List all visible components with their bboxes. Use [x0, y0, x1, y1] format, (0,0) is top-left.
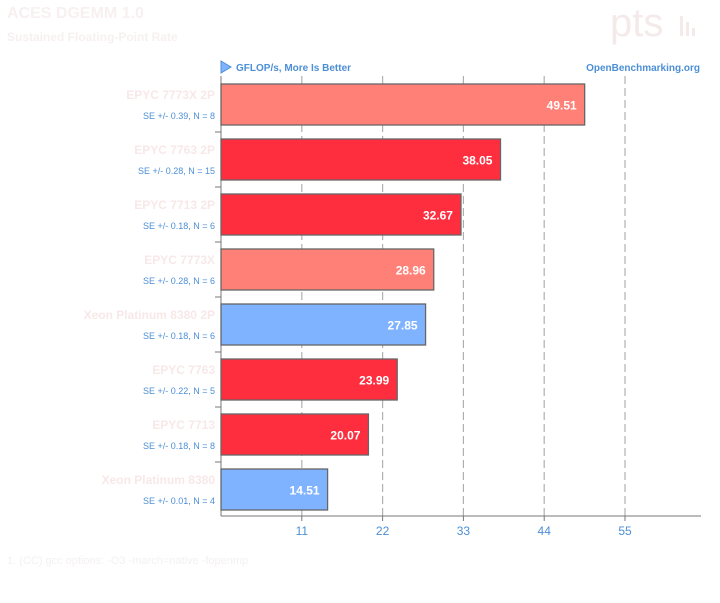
- bar-2: [220, 138, 502, 181]
- bar-se-label: SE +/- 0.28, N = 15: [138, 166, 215, 176]
- bar-labels: 49.51 EPYC 7773X 2P SE +/- 0.39, N = 8 38.0…: [84, 88, 577, 506]
- x-tick-label: 33: [457, 524, 471, 538]
- bar-category-label: EPYC 7713 2P: [134, 198, 215, 212]
- x-tick-label: 44: [538, 524, 552, 538]
- bar-value-label: 32.67: [423, 209, 453, 223]
- bar-se-label: SE +/- 0.18, N = 8: [143, 441, 215, 451]
- bar-category-label: Xeon Platinum 8380: [102, 473, 216, 487]
- bar-category-label: EPYC 7713: [152, 418, 215, 432]
- chart-title: ACES DGEMM 1.0: [7, 5, 144, 22]
- bar-value-label: 27.85: [388, 319, 418, 333]
- bar-value-label: 23.99: [359, 374, 389, 388]
- bar-se-label: SE +/- 0.28, N = 6: [143, 276, 215, 286]
- x-tick-label: 55: [618, 524, 632, 538]
- bar-value-label: 38.05: [462, 154, 492, 168]
- metric-arrow-icon: [220, 60, 232, 74]
- bar-3: [220, 193, 462, 236]
- bar-se-label: SE +/- 0.18, N = 6: [143, 221, 215, 231]
- bar-se-label: SE +/- 0.22, N = 5: [143, 386, 215, 396]
- bar-se-label: SE +/- 0.39, N = 8: [143, 111, 215, 121]
- tick-labels: 11 22 33 44 55: [296, 524, 632, 538]
- footer-note: 1. (CC) gcc options: -O3 -march=native -…: [7, 555, 249, 567]
- bars: [220, 83, 586, 511]
- bar-4: [220, 248, 435, 291]
- metric-label: GFLOP/s, More Is Better: [236, 63, 351, 74]
- bar-7: [220, 413, 370, 456]
- bar-category-label: EPYC 7763: [152, 363, 215, 377]
- source-label: OpenBenchmarking.org: [586, 63, 700, 74]
- bar-category-label: EPYC 7773X 2P: [126, 88, 215, 102]
- bar-se-label: SE +/- 0.01, N = 4: [143, 496, 215, 506]
- bar-category-label: Xeon Platinum 8380 2P: [84, 308, 215, 322]
- bar-1: [220, 83, 586, 126]
- bar-value-label: 49.51: [547, 99, 577, 113]
- bar-6: [220, 358, 398, 401]
- bar-5: [220, 303, 427, 346]
- bar-se-label: SE +/- 0.18, N = 6: [143, 331, 215, 341]
- bar-value-label: 28.96: [396, 264, 426, 278]
- x-tick-label: 22: [376, 524, 390, 538]
- x-tick-label: 11: [296, 524, 309, 538]
- bar-value-label: 20.07: [330, 429, 360, 443]
- bar-value-label: 14.51: [290, 484, 320, 498]
- bar-category-label: EPYC 7763 2P: [134, 143, 215, 157]
- pts-logo: pts: [610, 2, 695, 45]
- bar-category-label: EPYC 7773X: [144, 253, 215, 267]
- pts-logo-text: pts: [610, 2, 663, 45]
- bar-8: [220, 468, 329, 511]
- chart-subtitle: Sustained Floating-Point Rate: [7, 30, 178, 44]
